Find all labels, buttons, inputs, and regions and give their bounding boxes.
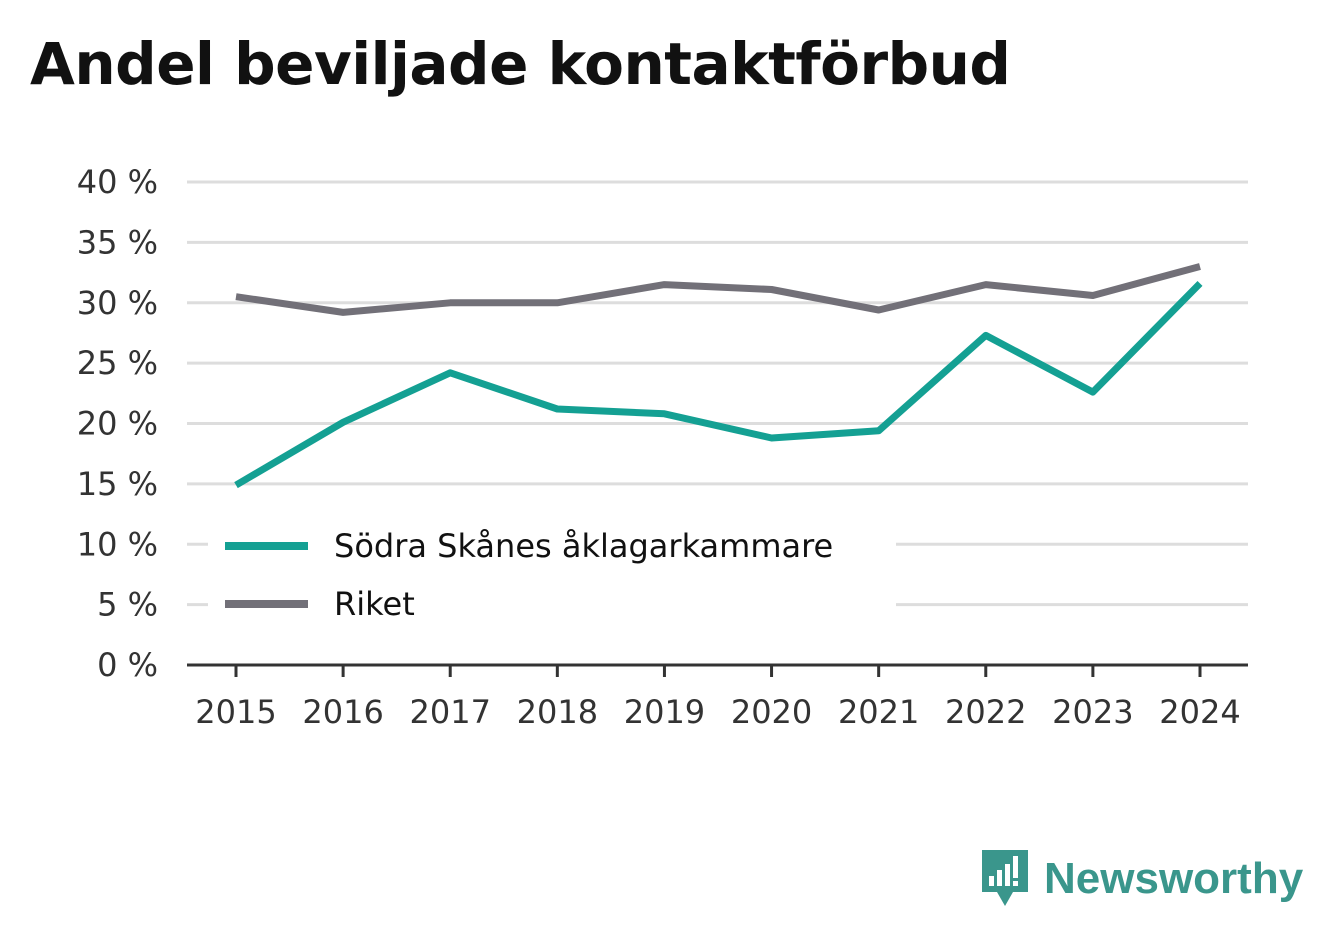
x-tick-label: 2019 [624,693,705,731]
x-tick-label: 2018 [517,693,598,731]
y-axis-ticks: 0 % 5 % 10 % 15 % 20 % 25 % 30 % 35 % 40 % [77,163,158,684]
y-tick-label: 20 % [77,405,158,443]
brand-name: Newsworthy [1044,854,1304,903]
y-tick-label: 5 % [97,586,158,624]
x-tick-label: 2022 [945,693,1026,731]
legend: Södra Skånes åklagarkammare Riket [208,515,896,635]
y-tick-label: 35 % [77,223,158,261]
series-line-riket [235,263,1201,316]
y-tick-label: 0 % [97,646,158,684]
x-tick-label: 2016 [302,693,383,731]
y-tick-label: 10 % [77,525,158,563]
x-tick-label: 2020 [731,693,812,731]
brand-logo: Newsworthy [980,848,1303,910]
x-tick-label: 2023 [1052,693,1133,731]
legend-label: Riket [334,585,415,623]
x-tick-label: 2017 [410,693,491,731]
y-tick-label: 25 % [77,344,158,382]
x-axis: 2015 2016 2017 2018 2019 2020 2021 2022 2023 2024 [187,663,1248,731]
chart-title: Andel beviljade kontaktförbud [30,30,1011,98]
series-line-sodra-skanes [234,280,1203,489]
legend-label: Södra Skånes åklagarkammare [334,527,833,565]
series-lines [234,263,1203,489]
y-tick-label: 40 % [77,163,158,201]
y-tick-label: 30 % [77,284,158,322]
x-tick-label: 2015 [195,693,276,731]
x-tick-label: 2021 [838,693,919,731]
legend-background [208,515,896,635]
x-tick-label: 2024 [1159,693,1240,731]
y-tick-label: 15 % [77,465,158,503]
newsworthy-logo-icon [982,850,1028,906]
